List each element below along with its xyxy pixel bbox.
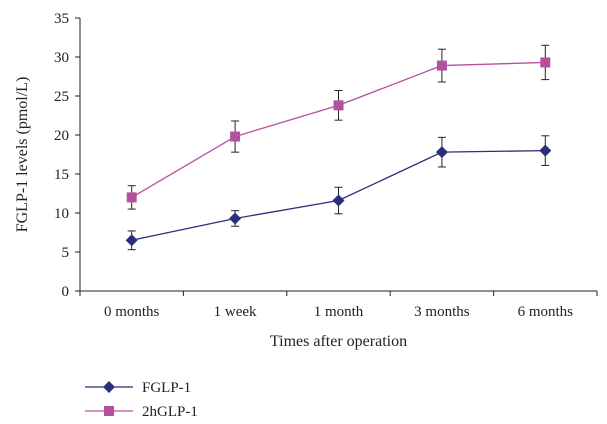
- data-point: [333, 100, 344, 111]
- data-point: [540, 57, 551, 68]
- y-tick-label: 35: [54, 11, 69, 27]
- data-point: [230, 131, 241, 142]
- y-tick-label: 10: [54, 206, 69, 222]
- series-fglp-1: [125, 135, 552, 251]
- x-tick-label: 6 months: [518, 304, 574, 320]
- x-tick-label: 1 month: [314, 304, 364, 320]
- legend-label: FGLP-1: [142, 380, 191, 396]
- x-tick-label: 1 week: [214, 304, 257, 320]
- series-line: [131, 61, 546, 198]
- legend-label: 2hGLP-1: [142, 404, 198, 420]
- data-point: [125, 234, 138, 247]
- y-axis-title: FGLP-1 levels (pmol/L): [14, 77, 31, 233]
- data-point: [126, 192, 137, 203]
- data-point: [229, 212, 242, 225]
- x-axis-title: Times after operation: [270, 333, 407, 350]
- data-point: [435, 146, 448, 159]
- legend-marker: [104, 406, 114, 416]
- series-2hglp-1: [126, 44, 551, 210]
- legend-marker: [103, 381, 115, 393]
- y-tick-label: 25: [54, 89, 69, 105]
- series-layer: [125, 44, 552, 251]
- legend-item: FGLP-1: [85, 380, 191, 396]
- y-tick-label: 5: [62, 245, 70, 261]
- y-tick-label: 30: [54, 50, 69, 66]
- y-tick-label: 15: [54, 167, 69, 183]
- data-point: [332, 194, 345, 207]
- legend: FGLP-1 2hGLP-1: [85, 380, 198, 420]
- y-tick-label: 20: [54, 128, 69, 144]
- legend-item: 2hGLP-1: [85, 404, 198, 420]
- x-tick-label: 3 months: [414, 304, 470, 320]
- data-point: [436, 60, 447, 71]
- y-tick-label: 0: [62, 284, 70, 300]
- data-point: [539, 144, 552, 157]
- y-tick-labels: 0 5 10 15 20 25 30 35: [54, 11, 69, 300]
- axes: [75, 17, 598, 296]
- x-tick-label: 0 months: [104, 304, 160, 320]
- x-tick-labels: 0 months 1 week 1 month 3 months 6 months: [104, 304, 573, 320]
